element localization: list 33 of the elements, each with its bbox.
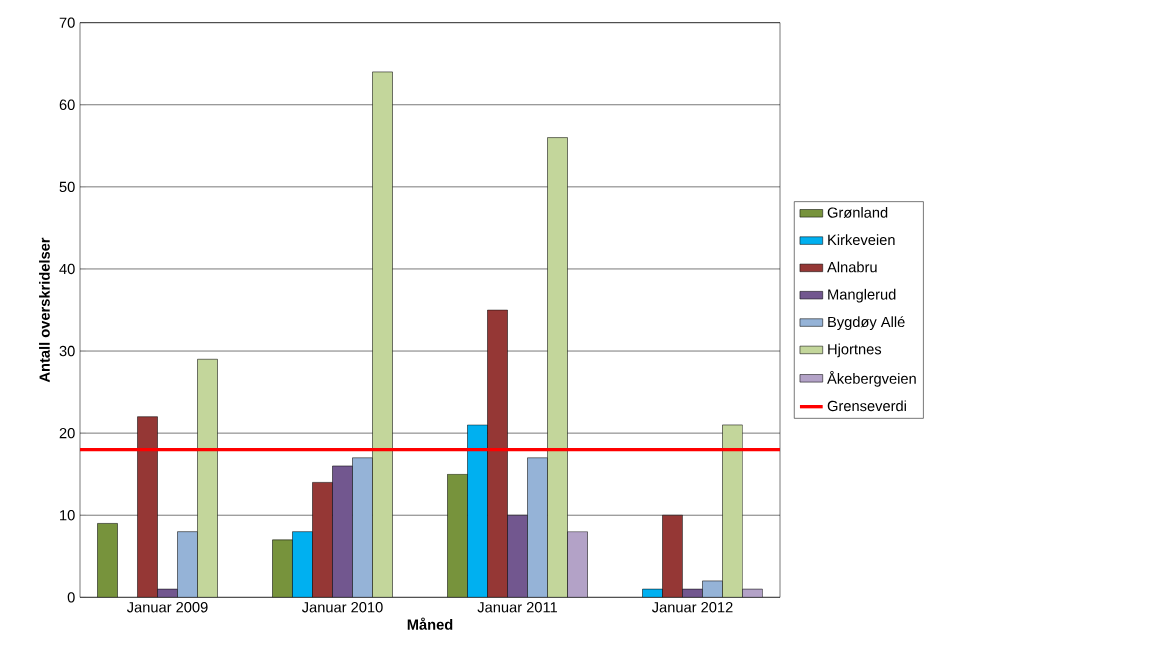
legend-label: Åkebergveien — [827, 371, 916, 387]
legend-label: Manglerud — [828, 289, 896, 303]
bar — [332, 465, 353, 598]
y-tick-label: 10 — [60, 510, 75, 521]
legend-label: Kirkeveien — [828, 234, 895, 246]
bar — [567, 531, 588, 598]
bar — [662, 515, 683, 598]
y-tick-label: 50 — [59, 181, 75, 193]
y-axis-title: Antall overskridelser — [39, 237, 50, 383]
y-tick-label: 20 — [59, 428, 75, 439]
x-tick-label: Januar 2011 — [477, 602, 558, 613]
legend-label: Hjortnes — [828, 343, 882, 358]
x-tick-label: Januar 2009 — [126, 602, 208, 613]
legend-label: Grønland — [827, 207, 888, 219]
y-tick-label: 0 — [67, 592, 75, 603]
legend-label: Grenseverdi — [827, 400, 906, 412]
y-tick-label: 70 — [59, 17, 75, 29]
y-tick-label: 60 — [59, 99, 75, 111]
y-tick-label: 30 — [59, 346, 75, 357]
bar — [177, 531, 198, 598]
legend-label: Bygdøy Allé — [828, 316, 905, 331]
bar — [507, 515, 528, 598]
x-tick-label: Januar 2010 — [301, 602, 383, 613]
y-tick-label: 40 — [59, 263, 75, 275]
legend-label: Alnabru — [827, 261, 877, 273]
bar — [487, 309, 508, 598]
bar — [137, 416, 158, 598]
x-tick-label: Januar 2012 — [651, 602, 733, 613]
bar — [97, 523, 118, 598]
bar — [527, 457, 548, 598]
bar — [312, 482, 333, 598]
bar — [352, 457, 373, 598]
x-axis-title: Måned — [407, 617, 453, 630]
